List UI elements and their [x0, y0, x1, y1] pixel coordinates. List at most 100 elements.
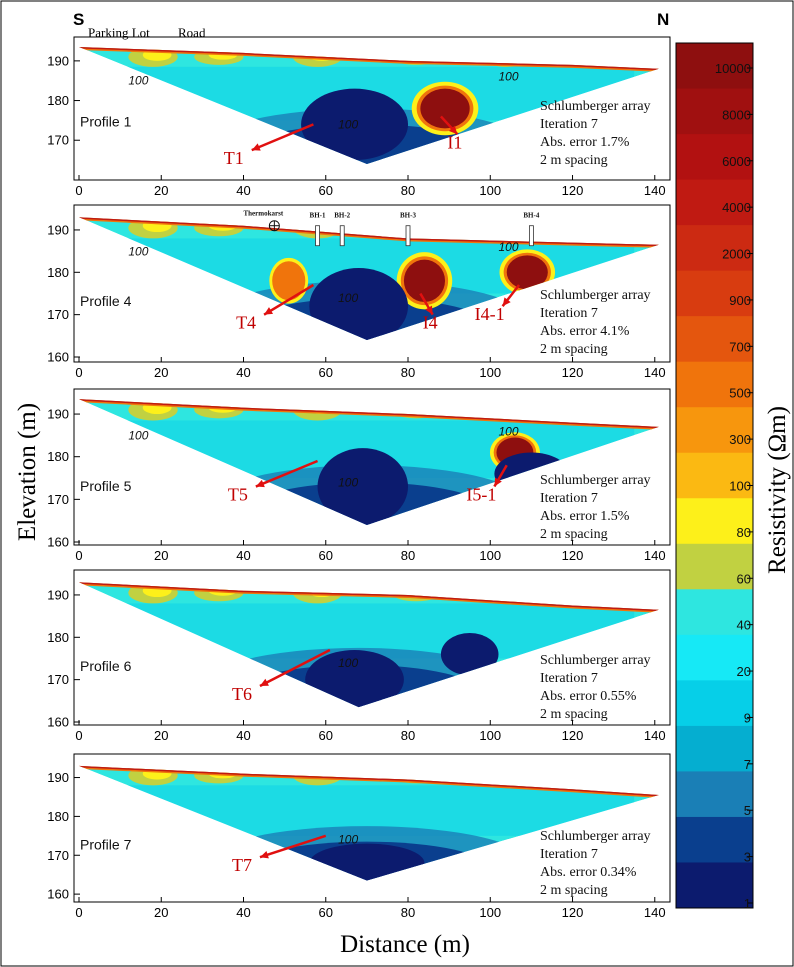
method-text: 2 m spacing — [540, 342, 608, 357]
x-tick-label: 140 — [644, 728, 666, 743]
profile-panel-1: 100 100 100 T1 I1 Profile 1 Schlumberger array… — [47, 36, 671, 198]
colorbar-tick-label: 40 — [737, 618, 751, 633]
contour-label: 100 — [128, 244, 148, 258]
annotation-arrow — [251, 123, 314, 152]
y-axis-title: Elevation (m) — [14, 403, 41, 541]
x-tick-label: 80 — [401, 183, 415, 198]
y-tick-label: 180 — [47, 449, 69, 464]
y-tick-label: 170 — [47, 492, 69, 507]
method-text: 2 m spacing — [540, 527, 608, 542]
profile-name: Profile 1 — [80, 113, 132, 129]
high-resistivity-anomaly — [420, 88, 470, 129]
colorbar-tick-label: 500 — [729, 386, 751, 401]
x-tick-label: 40 — [236, 365, 250, 380]
method-text: Iteration 7 — [540, 847, 598, 862]
method-text: Schlumberger array — [540, 288, 651, 303]
colorbar-tick-label: 100 — [729, 479, 751, 494]
colorbar-swatch — [676, 498, 753, 545]
colorbar-tick-label: 10000 — [715, 61, 751, 76]
colorbar-swatch — [676, 361, 753, 408]
method-text: Iteration 7 — [540, 671, 598, 686]
colorbar-swatch — [676, 589, 753, 636]
colorbar-tick-label: 2000 — [722, 247, 751, 262]
colorbar-swatch — [676, 43, 753, 90]
y-tick-label: 160 — [47, 535, 69, 550]
contour-label: 100 — [498, 240, 518, 254]
borehole-marker — [528, 225, 534, 247]
x-tick-label: 100 — [479, 905, 501, 920]
colorbar-frame — [675, 42, 754, 909]
colorbar-swatch — [676, 179, 753, 226]
section-fill — [79, 765, 659, 881]
x-tick-label: 40 — [236, 548, 250, 563]
x-tick-label: 120 — [562, 365, 584, 380]
annotation-arrowhead — [264, 307, 274, 315]
annotation-arrowhead — [251, 143, 261, 151]
colorbar-tick-label: 9 — [744, 710, 751, 725]
method-text: Abs. error 0.55% — [540, 689, 637, 704]
annotation-label: T6 — [232, 684, 252, 704]
colorbar-tick-label: 700 — [729, 339, 751, 354]
colorbar-swatch — [676, 771, 753, 818]
y-tick-label: 180 — [47, 265, 69, 280]
annotation-label: T7 — [232, 855, 252, 875]
colorbar-swatch — [676, 225, 753, 272]
x-tick-label: 40 — [236, 183, 250, 198]
colorbar-tick-label: 3 — [744, 850, 751, 865]
method-text: Iteration 7 — [540, 491, 598, 506]
colorbar-swatch — [676, 270, 753, 317]
y-tick-label: 170 — [47, 672, 69, 687]
profile-name: Profile 7 — [80, 836, 132, 852]
colorbar-swatch — [676, 452, 753, 499]
y-tick-label: 180 — [47, 630, 69, 645]
borehole-marker — [315, 225, 320, 247]
annotation-arrow — [263, 283, 315, 316]
low-resistivity-anomaly — [440, 633, 499, 676]
x-tick-label: 100 — [479, 365, 501, 380]
annotation-arrowhead — [448, 125, 458, 135]
x-tick-label: 120 — [562, 905, 584, 920]
y-tick-label: 190 — [47, 770, 69, 785]
x-tick-label: 20 — [154, 365, 168, 380]
y-tick-label: 160 — [47, 350, 69, 365]
borehole-label: BH-3 — [400, 211, 416, 219]
contour-label: 100 — [338, 117, 358, 131]
annotation-arrowhead — [502, 297, 511, 307]
north-label: N — [657, 10, 669, 29]
contour-label: 100 — [338, 656, 358, 670]
x-tick-label: 20 — [154, 548, 168, 563]
x-axis-title: Distance (m) — [340, 931, 470, 958]
section-fill — [79, 582, 659, 708]
method-text: Schlumberger array — [540, 653, 651, 668]
y-tick-label: 190 — [47, 53, 69, 68]
colorbar-tick-label: 60 — [737, 571, 751, 586]
annotation-label: I5-1 — [466, 485, 496, 505]
low-resistivity-anomaly — [309, 268, 409, 341]
contour-label: 100 — [128, 74, 148, 88]
colorbar-swatch — [676, 816, 753, 863]
road-label: Road — [178, 25, 206, 40]
borehole-label: BH-4 — [523, 211, 539, 219]
colorbar-tick-label: 4000 — [722, 200, 751, 215]
contour-label: 100 — [338, 291, 358, 305]
profile-panel-5: 100 T7 Profile 7 Schlumberger array Iteratio… — [47, 753, 671, 920]
method-text: Abs. error 0.34% — [540, 865, 637, 880]
colorbar-swatch — [676, 680, 753, 727]
annotation-label: I4 — [423, 313, 438, 333]
colorbar-tick-label: 8000 — [722, 107, 751, 122]
x-tick-label: 60 — [319, 183, 333, 198]
method-text: 2 m spacing — [540, 153, 608, 168]
x-tick-label: 80 — [401, 548, 415, 563]
method-text: Schlumberger array — [540, 829, 651, 844]
x-tick-label: 80 — [401, 365, 415, 380]
annotation-arrow — [255, 459, 319, 488]
x-tick-label: 0 — [75, 365, 82, 380]
low-resistivity-anomaly — [301, 88, 409, 161]
y-tick-label: 160 — [47, 715, 69, 730]
y-tick-label: 170 — [47, 133, 69, 148]
y-tick-label: 160 — [47, 887, 69, 902]
y-tick-label: 180 — [47, 93, 69, 108]
high-resistivity-anomaly — [403, 259, 446, 302]
x-tick-label: 60 — [319, 728, 333, 743]
x-tick-label: 20 — [154, 183, 168, 198]
